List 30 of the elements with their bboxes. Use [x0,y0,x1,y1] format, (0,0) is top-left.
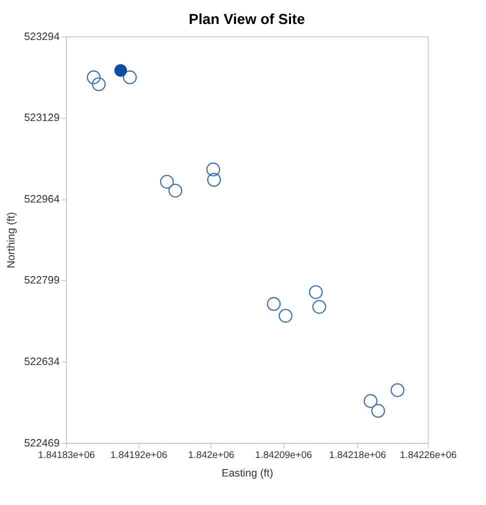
x-tick-label: 1.84183e+06 [38,450,95,461]
point [160,174,174,189]
x-tick-label: 1.842e+06 [188,450,234,461]
point [86,70,101,84]
y-tick-label: 523294 [24,30,60,43]
chart-title: Plan View of Site [188,12,305,28]
point [390,383,404,398]
point [207,172,221,187]
point [371,404,386,418]
point [92,77,106,92]
point [308,285,323,300]
y-tick-label: 522964 [24,193,60,206]
y-axis-title: Northing (ft) [5,212,18,268]
y-tick-label: 523129 [24,112,60,124]
point [312,300,326,314]
x-axis-title: Easting (ft) [222,467,274,480]
point [364,394,378,408]
y-tick-label: 522634 [24,356,60,368]
point [206,162,220,176]
x-tick-label: 1.84226e+06 [400,450,457,461]
point [278,308,292,323]
x-tick-label: 1.84209e+06 [255,450,312,461]
point [123,70,137,84]
point [168,184,182,198]
y-tick-label: 522799 [24,274,60,287]
x-tick-label: 1.84218e+06 [329,450,386,461]
y-tick-label: 522469 [24,437,60,450]
x-tick-label: 1.84192e+06 [110,450,168,461]
point [266,297,281,311]
point [114,64,127,77]
